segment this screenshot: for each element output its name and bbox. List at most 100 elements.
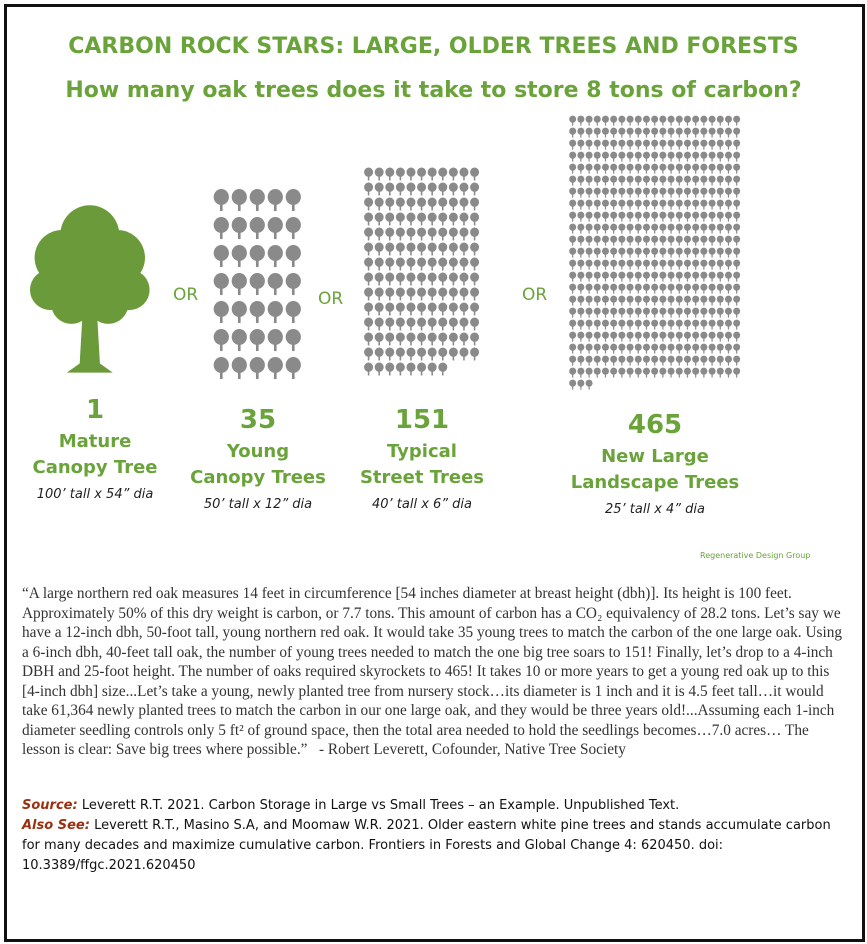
tree-icon [684, 200, 691, 210]
tree-icon [406, 212, 415, 225]
tree-icon [232, 301, 247, 323]
tree-icon [586, 212, 593, 222]
tree-icon [692, 236, 699, 246]
tree-icon [692, 308, 699, 318]
tree-icon [610, 140, 617, 150]
tree-icon [709, 332, 716, 342]
tree-icon [643, 296, 650, 306]
tree-icon [417, 242, 426, 255]
tree-icon [643, 128, 650, 138]
tree-icon [627, 236, 634, 246]
tree-icon [684, 308, 691, 318]
tree-icon [668, 128, 675, 138]
tree-icon [594, 188, 601, 198]
tree-icon [627, 152, 634, 162]
tree-icon [659, 272, 666, 282]
tree-icon [668, 224, 675, 234]
tree-size: 25’ tall x 4” dia [555, 502, 755, 517]
tree-icon [602, 320, 609, 330]
tree-icon [586, 140, 593, 150]
tree-icon [577, 128, 584, 138]
tree-icon [643, 332, 650, 342]
tree-icon [659, 212, 666, 222]
tree-icon [659, 284, 666, 294]
tree-icon [385, 242, 394, 255]
tree-icon [676, 368, 683, 378]
tree-icon [692, 332, 699, 342]
tree-icon [586, 272, 593, 282]
tree-icon [618, 320, 625, 330]
tree-icon [459, 212, 468, 225]
tree-icon [577, 356, 584, 366]
tree-icon [602, 152, 609, 162]
tree-icon [643, 188, 650, 198]
tree-icon [569, 176, 576, 186]
tree-icon [470, 257, 479, 270]
tree-icon [692, 248, 699, 258]
tree-icon [700, 128, 707, 138]
tree-icon [459, 182, 468, 195]
tree-icon [577, 176, 584, 186]
references: Source: Leverett R.T. 2021. Carbon Stora… [22, 796, 852, 876]
tree-icon [659, 368, 666, 378]
tree-icon [610, 176, 617, 186]
tree-icon [651, 260, 658, 270]
tree-icon [709, 296, 716, 306]
tree-icon [709, 260, 716, 270]
tree-icon [577, 140, 584, 150]
tree-icon [618, 296, 625, 306]
tree-icon [470, 227, 479, 240]
tree-icon [709, 308, 716, 318]
tree-icon [586, 284, 593, 294]
tree-icon [385, 302, 394, 315]
tree-icon [459, 167, 468, 180]
tree-icon [618, 188, 625, 198]
tree-icon [725, 296, 732, 306]
tree-icon [700, 188, 707, 198]
tree-icon [725, 188, 732, 198]
tree-icon [676, 212, 683, 222]
tree-icon [717, 368, 724, 378]
tree-icon [449, 272, 458, 285]
tree-icon [725, 176, 732, 186]
tree-icon [364, 257, 373, 270]
tree-icon [684, 116, 691, 126]
tree-icon [709, 188, 716, 198]
tree-icon [610, 332, 617, 342]
tree-icon [396, 332, 405, 345]
logo: Regenerative Design Group [700, 551, 810, 560]
tree-icon [717, 320, 724, 330]
tree-icon [610, 116, 617, 126]
tree-icon [375, 242, 384, 255]
tree-icon [700, 140, 707, 150]
quote-text: “A large northern red oak measures 14 fe… [22, 585, 842, 758]
tree-icon [594, 332, 601, 342]
tree-icon [709, 284, 716, 294]
tree-icon [577, 272, 584, 282]
tree-icon [594, 308, 601, 318]
tree-icon [709, 236, 716, 246]
tree-icon [428, 167, 437, 180]
tree-icon [643, 344, 650, 354]
tree-icon [428, 197, 437, 210]
tree-icon [406, 167, 415, 180]
tree-icon [668, 260, 675, 270]
tree-icon [635, 116, 642, 126]
tree-icon [684, 128, 691, 138]
tree-icon [577, 212, 584, 222]
tree-icon [725, 248, 732, 258]
tree-icon [569, 356, 576, 366]
tree-icon [627, 260, 634, 270]
tree-icon [635, 248, 642, 258]
tree-icon [618, 284, 625, 294]
tree-icon [602, 344, 609, 354]
tree-icon [700, 200, 707, 210]
tree-icon [569, 152, 576, 162]
tree-icon [700, 356, 707, 366]
tree-icon [417, 197, 426, 210]
tree-icon [602, 176, 609, 186]
tree-icon [643, 140, 650, 150]
tree-icon [569, 272, 576, 282]
tree-icon [569, 308, 576, 318]
tree-icon [618, 152, 625, 162]
